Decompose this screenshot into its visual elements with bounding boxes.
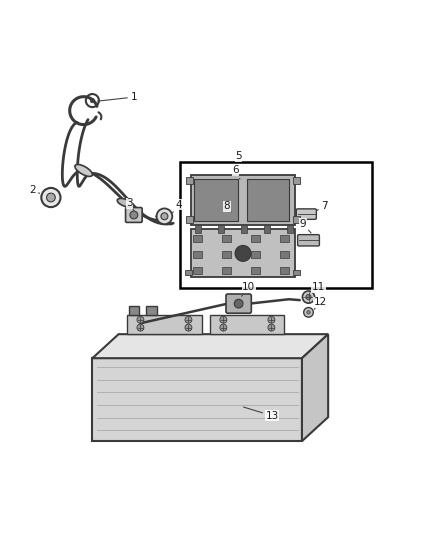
Circle shape (220, 324, 227, 331)
Text: 12: 12 (314, 297, 327, 309)
Bar (186, 177, 193, 183)
Text: 1: 1 (97, 92, 137, 102)
Circle shape (46, 193, 55, 202)
Circle shape (161, 213, 168, 220)
Bar (251, 251, 260, 258)
Bar (287, 225, 293, 233)
Circle shape (220, 316, 227, 323)
Bar (191, 175, 295, 225)
Bar (185, 270, 192, 275)
Text: 6: 6 (232, 165, 240, 179)
Polygon shape (92, 334, 328, 358)
Bar (293, 216, 300, 223)
Text: 10: 10 (242, 282, 255, 296)
Bar (193, 251, 201, 258)
Circle shape (156, 208, 172, 224)
Bar (241, 225, 247, 233)
Ellipse shape (117, 198, 133, 207)
Text: 3: 3 (126, 198, 134, 211)
Bar (280, 268, 289, 274)
Text: 13: 13 (244, 407, 279, 421)
Text: 4: 4 (173, 199, 182, 213)
Circle shape (41, 188, 60, 207)
Circle shape (234, 299, 243, 308)
Bar (127, 314, 201, 334)
Circle shape (137, 324, 144, 331)
Circle shape (302, 291, 314, 303)
Bar (293, 270, 300, 275)
Circle shape (235, 246, 251, 261)
FancyBboxPatch shape (226, 294, 251, 313)
Bar (222, 268, 231, 274)
Circle shape (185, 316, 192, 323)
Bar (194, 179, 238, 221)
Circle shape (306, 294, 311, 300)
Circle shape (130, 211, 138, 219)
Bar (222, 251, 231, 258)
Bar (251, 268, 260, 274)
FancyBboxPatch shape (296, 209, 316, 220)
Circle shape (307, 311, 310, 314)
Text: 7: 7 (317, 201, 328, 211)
FancyBboxPatch shape (297, 235, 319, 246)
Bar (218, 225, 224, 233)
Text: 2: 2 (29, 185, 39, 195)
Bar (92, 358, 302, 441)
FancyBboxPatch shape (126, 207, 142, 222)
Bar (251, 235, 260, 241)
Bar (247, 179, 289, 221)
Circle shape (304, 308, 313, 317)
Bar (193, 235, 201, 241)
Circle shape (268, 316, 275, 323)
Ellipse shape (75, 165, 92, 176)
Text: 9: 9 (300, 219, 311, 233)
Text: 5: 5 (235, 151, 242, 161)
Bar (264, 225, 270, 233)
Polygon shape (302, 334, 328, 441)
Bar (222, 235, 231, 241)
Circle shape (268, 324, 275, 331)
Bar (280, 235, 289, 241)
Text: 11: 11 (312, 282, 325, 294)
Circle shape (90, 99, 95, 103)
Bar (195, 225, 201, 233)
Bar (129, 306, 139, 314)
Bar (280, 251, 289, 258)
Circle shape (137, 316, 144, 323)
Bar (191, 229, 295, 277)
Text: 8: 8 (223, 201, 231, 212)
Bar (193, 268, 201, 274)
Bar (180, 161, 372, 288)
Bar (293, 177, 300, 183)
Bar (210, 314, 285, 334)
Bar (186, 216, 193, 223)
Circle shape (185, 324, 192, 331)
Bar (146, 306, 156, 314)
